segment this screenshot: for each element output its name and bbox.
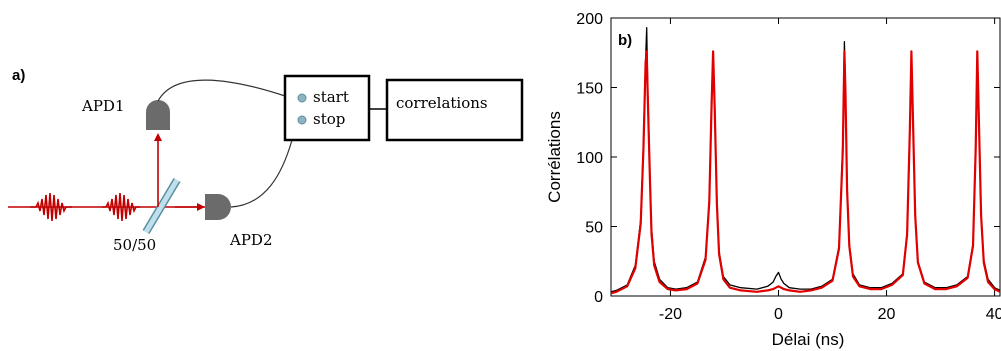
x-tick-label: 20 [878, 306, 896, 323]
correlations-label: correlations [396, 94, 488, 112]
photon-wavepacket-1 [30, 192, 72, 222]
photon-wavepacket-2 [102, 192, 140, 222]
x-tick-label: 40 [986, 306, 1001, 323]
start-stop-box [283, 74, 371, 142]
splitter-label: 50/50 [113, 236, 156, 254]
panel-b-label: b) [618, 32, 632, 49]
apd1-cable [157, 79, 286, 102]
y-tick-label: 0 [594, 289, 603, 306]
stop-label: stop [313, 110, 345, 128]
panel-a-label: a) [12, 67, 25, 84]
fit-correlation-line [611, 50, 1000, 295]
panel-a: a) APD1 APD2 50/50 start stop correl [8, 67, 524, 254]
y-axis: 0 50 100 150 200 [576, 11, 1000, 306]
stop-connector-icon [297, 115, 307, 125]
x-tick-label: 0 [774, 306, 783, 323]
series-group [611, 27, 1000, 295]
x-axis: -20 0 20 40 [659, 18, 1001, 323]
y-tick-label: 200 [576, 11, 603, 28]
y-axis-title: Corrélations [545, 111, 564, 203]
x-tick-label: -20 [659, 306, 682, 323]
apd1-label: APD1 [81, 97, 125, 115]
apd2-cable [230, 139, 293, 208]
panel-b-chart: 0 50 100 150 200 -20 0 20 40 b) Délai (ns) Corr… [545, 11, 1001, 349]
apd1-detector-icon [146, 100, 170, 130]
plot-frame [610, 17, 1001, 297]
measured-correlation-line [611, 27, 1000, 293]
correlations-box [385, 78, 524, 142]
apd2-detector-icon [205, 194, 231, 220]
beam-splitter-glass [143, 178, 180, 234]
start-connector-icon [297, 93, 307, 103]
start-label: start [313, 88, 349, 106]
y-tick-label: 150 [576, 81, 603, 98]
y-tick-label: 100 [576, 150, 603, 167]
x-axis-title: Délai (ns) [772, 330, 845, 349]
y-tick-label: 50 [585, 220, 603, 237]
apd2-label: APD2 [229, 231, 273, 249]
